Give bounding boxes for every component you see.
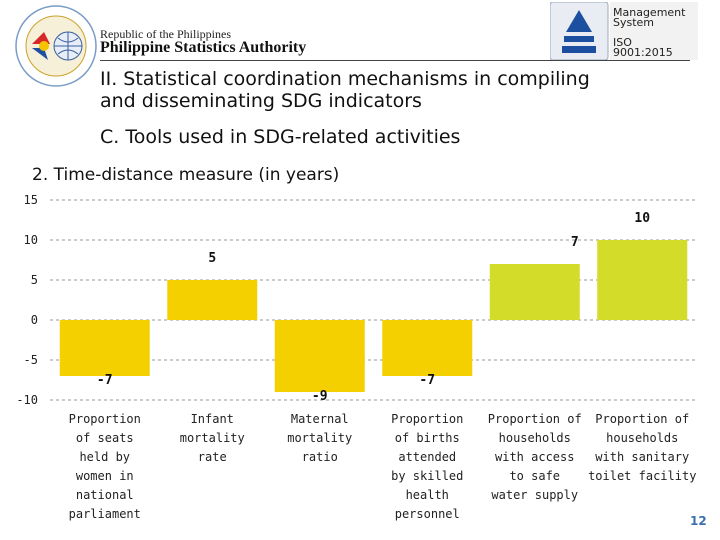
cert-line-2: System [613,16,655,29]
bar [274,320,365,392]
category-label: Proportion of [488,412,582,426]
republic-label: Republic of the Philippines [100,27,231,41]
cert-line-1: Management [613,6,686,19]
category-label: women in [76,469,134,483]
y-tick-label: 15 [24,193,38,207]
iso-line-2: 9001:2015 [613,46,673,59]
y-tick-label: -10 [16,393,38,407]
category-label: with access [495,450,574,464]
slide-title: II. Statistical coordination mechanisms … [100,68,700,112]
category-label: Maternal [291,412,349,426]
data-label: -9 [312,389,328,404]
category-label: Proportion of [595,412,689,426]
y-tick-label: 5 [31,273,38,287]
y-tick-label: -5 [24,353,38,367]
iso-line-1: ISO [613,36,632,49]
category-label: health [406,488,449,502]
tuv-certification-logo [550,2,698,60]
category-label: by skilled [391,469,463,483]
category-label: to safe [509,469,560,483]
category-label: Proportion [391,412,463,426]
category-label: households [499,431,571,445]
category-label: of seats [76,431,134,445]
category-label: of births [395,431,460,445]
bar [597,240,688,320]
title-line-2: and disseminating SDG indicators [100,90,422,112]
chart-title: 2. Time-distance measure (in years) [32,165,340,185]
slide-subtitle: C. Tools used in SDG-related activities [100,126,461,148]
title-line-1: II. Statistical coordination mechanisms … [100,68,590,90]
data-label: -7 [419,373,435,388]
data-label: 7 [571,235,579,250]
category-label: ratio [302,450,338,464]
psa-seal-logo [15,5,97,87]
category-label: mortality [180,431,245,445]
management-system-label: Management System [613,6,686,29]
bar [167,280,258,320]
bar [382,320,473,376]
category-label: mortality [287,431,352,445]
category-label: water supply [491,488,578,502]
bar [489,264,580,320]
category-label: held by [79,450,130,464]
bar [59,320,150,376]
y-tick-label: 0 [31,313,38,327]
category-label: rate [198,450,227,464]
page-number: 12 [690,514,707,528]
y-tick-label: 10 [24,233,38,247]
category-label: toilet facility [588,469,696,483]
header-divider [100,60,690,61]
data-label: -7 [97,373,113,388]
category-label: Proportion [69,412,141,426]
data-label: 10 [634,211,650,226]
category-label: Infant [191,412,234,426]
iso-label: ISO 9001:2015 [613,36,673,59]
category-label: national [76,488,134,502]
category-label: attended [398,450,456,464]
category-label: parliament [69,507,141,521]
category-label: personnel [395,507,460,521]
data-label: 5 [208,251,216,266]
category-label: with sanitary [595,450,689,464]
agency-name: Philippine Statistics Authority [100,39,307,56]
category-label: households [606,431,678,445]
